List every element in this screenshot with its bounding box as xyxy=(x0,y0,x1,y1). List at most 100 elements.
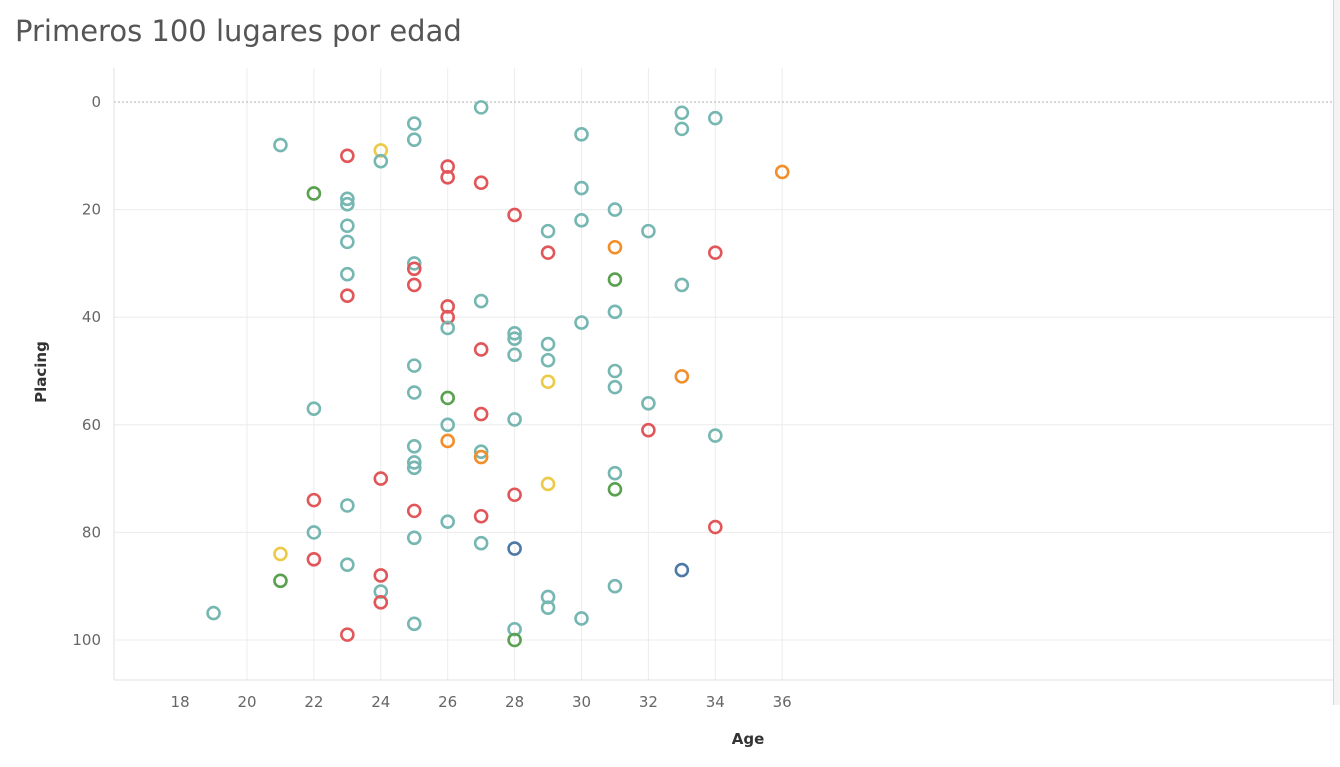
data-point[interactable] xyxy=(406,530,422,546)
data-point[interactable] xyxy=(574,315,589,330)
data-point[interactable] xyxy=(607,202,623,217)
data-point[interactable] xyxy=(340,557,355,572)
data-point[interactable] xyxy=(473,175,489,190)
data-point[interactable] xyxy=(607,578,623,594)
data-point[interactable] xyxy=(607,272,623,287)
data-point[interactable] xyxy=(574,126,589,142)
data-point[interactable] xyxy=(340,196,355,212)
data-point[interactable] xyxy=(340,218,355,234)
data-point[interactable] xyxy=(473,449,489,465)
data-point[interactable] xyxy=(607,304,623,320)
data-point[interactable] xyxy=(574,611,589,626)
data-point[interactable] xyxy=(641,223,656,239)
data-point[interactable] xyxy=(507,326,522,341)
x-tick-label: 20 xyxy=(237,693,256,711)
data-point[interactable] xyxy=(306,401,322,416)
data-point[interactable] xyxy=(641,422,656,438)
data-point[interactable] xyxy=(674,105,690,121)
data-point[interactable] xyxy=(340,498,355,513)
data-point[interactable] xyxy=(340,234,355,250)
data-point[interactable] xyxy=(406,261,422,277)
data-point[interactable] xyxy=(540,352,556,368)
data-point[interactable] xyxy=(406,460,422,476)
data-point[interactable] xyxy=(406,385,422,400)
data-point[interactable] xyxy=(306,525,322,540)
data-point[interactable] xyxy=(340,627,355,642)
data-point[interactable] xyxy=(373,568,389,583)
y-axis-title: Placing xyxy=(32,341,50,403)
data-point[interactable] xyxy=(340,191,355,207)
data-point[interactable] xyxy=(273,573,288,589)
data-point[interactable] xyxy=(540,245,556,260)
data-point[interactable] xyxy=(507,347,522,363)
data-point[interactable] xyxy=(774,164,790,180)
data-point[interactable] xyxy=(607,379,623,395)
data-point[interactable] xyxy=(674,562,690,578)
data-point[interactable] xyxy=(707,110,723,126)
data-point[interactable] xyxy=(540,336,556,352)
data-point[interactable] xyxy=(406,439,422,454)
y-tick-label: 100 xyxy=(72,631,101,649)
data-point[interactable] xyxy=(707,245,723,260)
data-point[interactable] xyxy=(406,503,422,519)
data-point[interactable] xyxy=(440,433,456,449)
data-point[interactable] xyxy=(440,320,456,336)
data-point[interactable] xyxy=(674,121,690,137)
x-tick-label: 28 xyxy=(505,693,524,711)
data-point[interactable] xyxy=(306,186,322,201)
data-point[interactable] xyxy=(707,519,723,535)
data-point[interactable] xyxy=(674,369,690,384)
data-point[interactable] xyxy=(373,595,389,610)
data-point[interactable] xyxy=(574,180,589,196)
data-point[interactable] xyxy=(373,153,389,169)
data-point[interactable] xyxy=(406,256,422,271)
data-point[interactable] xyxy=(507,632,522,648)
data-point[interactable] xyxy=(306,492,322,508)
data-point[interactable] xyxy=(273,546,288,562)
data-point[interactable] xyxy=(406,277,422,293)
data-point[interactable] xyxy=(440,390,456,406)
data-point[interactable] xyxy=(206,605,221,621)
data-point[interactable] xyxy=(440,417,456,433)
data-point[interactable] xyxy=(406,358,422,373)
data-point[interactable] xyxy=(473,406,489,422)
data-point[interactable] xyxy=(406,116,422,131)
data-point[interactable] xyxy=(340,266,355,282)
data-point[interactable] xyxy=(406,616,422,632)
data-point[interactable] xyxy=(607,465,623,481)
data-point[interactable] xyxy=(473,100,489,115)
data-point[interactable] xyxy=(473,508,489,524)
data-point[interactable] xyxy=(507,487,522,503)
data-point[interactable] xyxy=(641,395,656,411)
data-point[interactable] xyxy=(507,331,522,347)
data-point[interactable] xyxy=(540,223,556,239)
data-point[interactable] xyxy=(707,428,723,443)
tick-labels: 18 20 22 24 26 28 30 32 34 36 0 20 40 60 80 100 xyxy=(72,93,791,711)
data-point[interactable] xyxy=(607,239,623,255)
data-point[interactable] xyxy=(574,213,589,228)
data-point[interactable] xyxy=(306,551,322,567)
data-point[interactable] xyxy=(473,444,489,460)
data-point[interactable] xyxy=(406,132,422,147)
data-point[interactable] xyxy=(507,541,522,556)
data-point[interactable] xyxy=(273,137,288,153)
data-point[interactable] xyxy=(674,277,690,293)
data-point[interactable] xyxy=(473,535,489,551)
data-point[interactable] xyxy=(540,476,556,492)
scrollbar-edge[interactable] xyxy=(1333,0,1340,705)
data-point[interactable] xyxy=(507,412,522,427)
data-point[interactable] xyxy=(406,455,422,470)
data-point[interactable] xyxy=(440,514,456,529)
data-point[interactable] xyxy=(507,207,522,223)
data-point[interactable] xyxy=(607,363,623,379)
data-point[interactable] xyxy=(473,342,489,357)
data-point[interactable] xyxy=(607,482,623,497)
data-point[interactable] xyxy=(340,148,355,164)
data-point[interactable] xyxy=(440,170,456,185)
data-point[interactable] xyxy=(540,374,556,390)
y-tick-label: 20 xyxy=(82,201,101,219)
data-point[interactable] xyxy=(340,288,355,303)
data-point[interactable] xyxy=(373,471,389,486)
data-point[interactable] xyxy=(473,293,489,309)
data-point[interactable] xyxy=(540,600,556,616)
